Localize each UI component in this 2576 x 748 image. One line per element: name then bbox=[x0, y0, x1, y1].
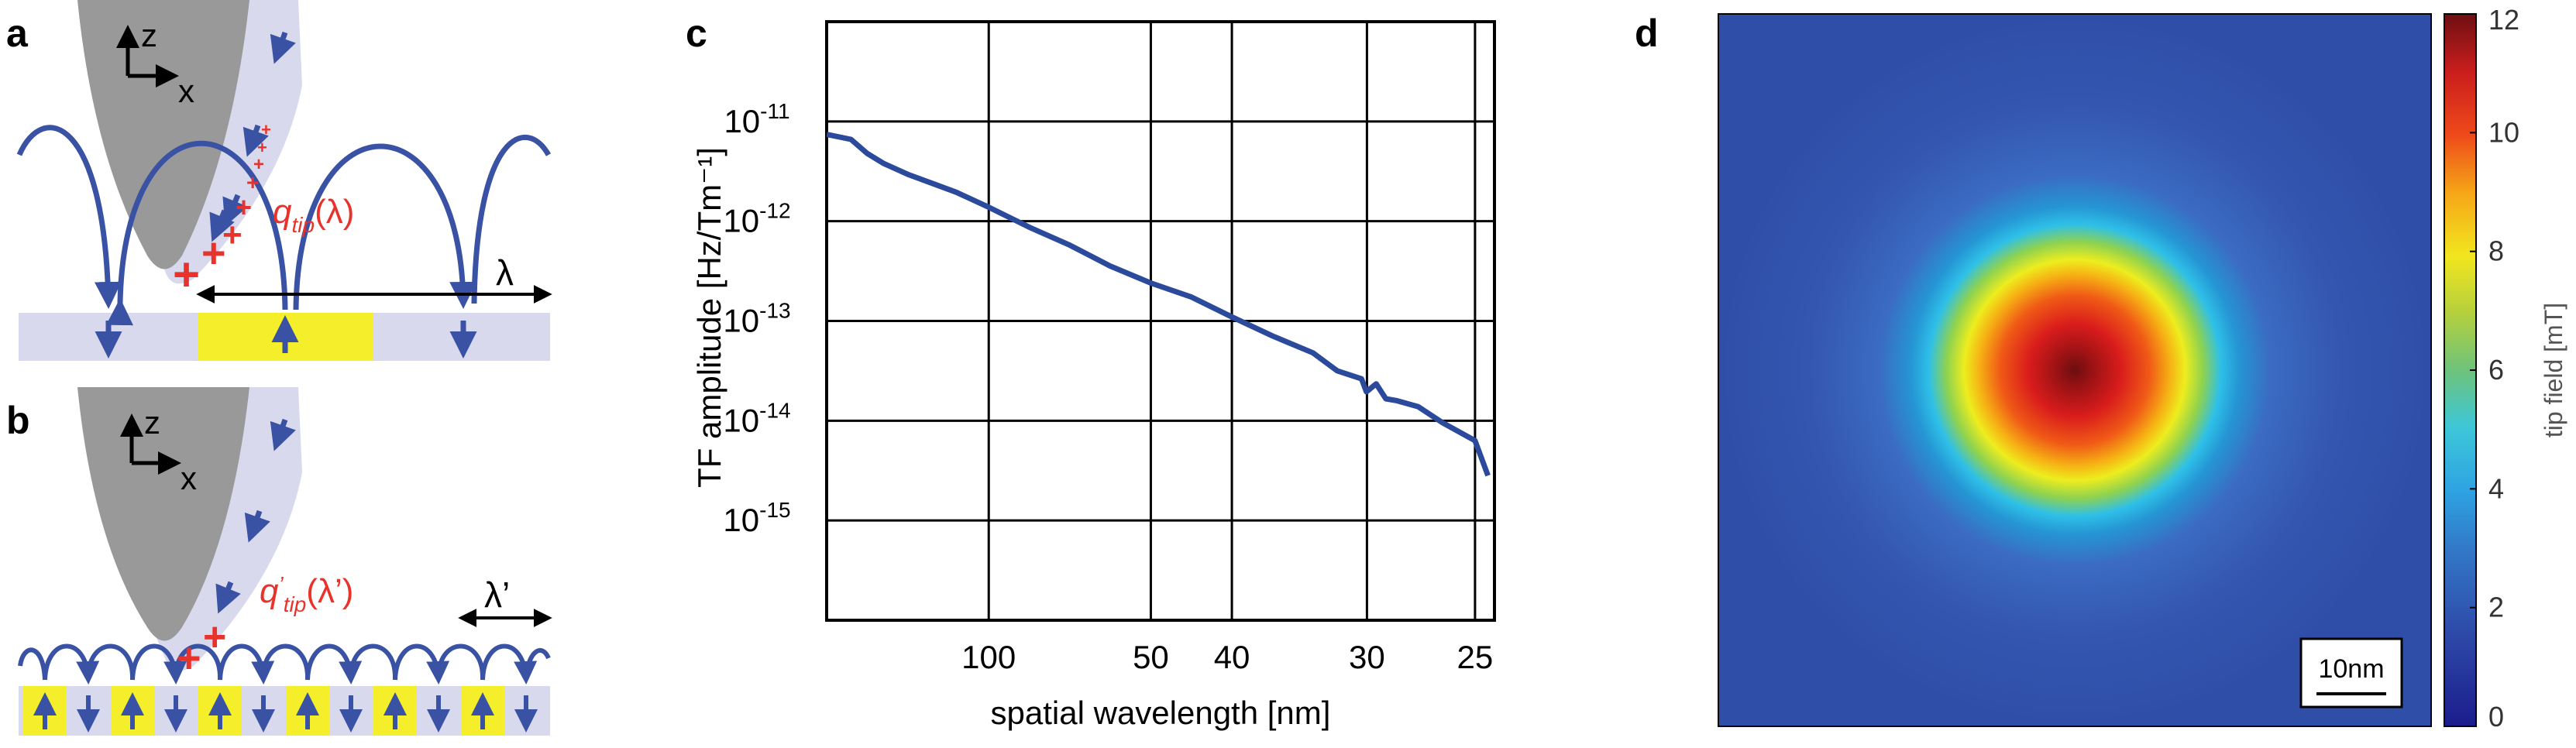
chart-frame bbox=[825, 20, 1496, 622]
svg-text:+: + bbox=[246, 170, 259, 194]
tip-field-heatmap bbox=[1718, 14, 2431, 726]
colorbar-tick-label: 0 bbox=[2488, 701, 2504, 733]
panel-label-a: a bbox=[6, 12, 29, 55]
svg-text:+: + bbox=[261, 120, 271, 139]
x-tick-label: 100 bbox=[961, 639, 1016, 675]
y-tick-label: 10-13 bbox=[723, 299, 790, 339]
halo-spin-arrows bbox=[209, 31, 296, 242]
halo-spin-arrows-b bbox=[215, 418, 296, 614]
coordinate-axes bbox=[116, 25, 179, 87]
panel-label-b: b bbox=[6, 399, 30, 442]
wavelength-label-a: λ bbox=[496, 252, 514, 293]
panel-label-d: d bbox=[1635, 12, 1659, 55]
heatmap-frame bbox=[1718, 13, 2432, 727]
axis-label-x-b: x bbox=[181, 460, 197, 496]
stray-field-lines bbox=[16, 125, 552, 326]
y-tick-labels: 10-11 10-12 10-13 10-14 10-15 bbox=[723, 99, 790, 538]
x-tick-label: 50 bbox=[1133, 639, 1169, 675]
sample-spin-arrows-b bbox=[33, 692, 538, 733]
scale-bar-label: 10nm bbox=[2318, 654, 2384, 684]
tf-amplitude-line bbox=[827, 132, 1491, 477]
panel-c: c 100 50 40 30 25 10-1110-1210-1310-1410-15 … bbox=[686, 12, 1496, 731]
panel-a: a z x bbox=[6, 0, 552, 361]
x-axis-label: spatial wavelength [nm] bbox=[991, 695, 1331, 731]
panel-d: d 10nm 0 2 4 6 8 10 12 tip field [mT] bbox=[1635, 4, 2567, 733]
axis-label-x: x bbox=[178, 73, 194, 109]
stray-field-lines-b bbox=[18, 643, 551, 685]
tip-charges-b: + + bbox=[177, 615, 226, 681]
y-tick-label: 10-14 bbox=[723, 398, 790, 438]
tip-cone-b bbox=[77, 387, 249, 641]
y-tick-label: 10-12 bbox=[723, 199, 790, 239]
svg-text:+: + bbox=[236, 191, 252, 223]
wavelength-label-b: λ’ bbox=[484, 575, 510, 615]
svg-text:+: + bbox=[201, 230, 226, 276]
svg-text:+: + bbox=[203, 615, 226, 660]
tip-charges: + + + + + + + + bbox=[173, 120, 271, 300]
colorbar-tick-label: 10 bbox=[2488, 116, 2519, 148]
scale-bar: 10nm bbox=[2299, 637, 2403, 709]
axis-label-z-b: z bbox=[144, 404, 160, 441]
colorbar-tick-label: 8 bbox=[2488, 235, 2504, 267]
y-axis-label: TF amplitude [Hz/Tm⁻¹] bbox=[691, 147, 727, 488]
axis-label-z: z bbox=[141, 17, 157, 53]
coordinate-axes-b bbox=[120, 413, 181, 475]
panel-label-c: c bbox=[686, 12, 707, 55]
charge-label-b: q’tip(λ’) bbox=[260, 572, 353, 616]
svg-text:+: + bbox=[253, 154, 264, 175]
colorbar-tick-label: 4 bbox=[2488, 472, 2504, 504]
x-tick-label: 25 bbox=[1457, 639, 1494, 675]
y-tick-label: 10-11 bbox=[724, 99, 789, 139]
panel-b: b z x bbox=[6, 387, 552, 736]
tip-cone bbox=[77, 0, 249, 269]
svg-text:+: + bbox=[222, 216, 242, 254]
colorbar-label: tip field [mT] bbox=[2540, 303, 2567, 437]
x-tick-label: 30 bbox=[1349, 639, 1385, 675]
charge-label-a: qtip(λ) bbox=[273, 193, 354, 237]
svg-text:+: + bbox=[173, 249, 200, 300]
y-tick-label: 10-15 bbox=[723, 498, 790, 538]
colorbar-tick-label: 6 bbox=[2488, 354, 2504, 386]
svg-text:+: + bbox=[257, 138, 267, 157]
x-tick-label: 40 bbox=[1214, 639, 1250, 675]
chart-grid bbox=[827, 22, 1494, 620]
colorbar-tick-label: 12 bbox=[2488, 4, 2519, 36]
x-tick-labels: 100 50 40 30 25 bbox=[961, 639, 1493, 675]
sample-spin-arrows bbox=[95, 315, 477, 359]
svg-text:+: + bbox=[177, 635, 201, 681]
colorbar-tick-label: 2 bbox=[2488, 592, 2504, 623]
colorbar-ticks: 0 2 4 6 8 10 12 bbox=[2470, 4, 2519, 733]
